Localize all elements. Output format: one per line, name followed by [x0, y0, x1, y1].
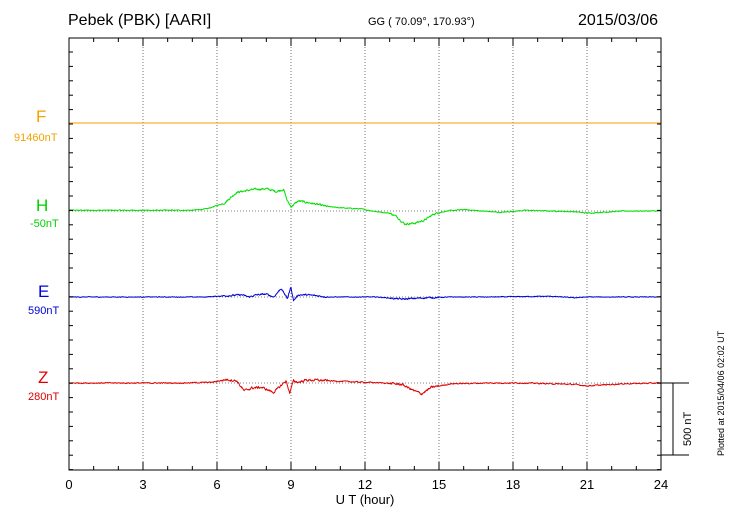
channel-baseline-z: 280nT: [28, 391, 60, 403]
x-tick-label: 15: [432, 477, 446, 492]
trace-h: [68, 187, 662, 226]
x-tick-label: 0: [65, 477, 72, 492]
x-tick-label: 9: [287, 477, 294, 492]
station-coordinates: GG ( 70.09°, 170.93°): [368, 16, 475, 28]
channel-baseline-e: 590nT: [28, 305, 60, 317]
channel-label-h: H: [36, 196, 49, 215]
channel-baseline-h: -50nT: [30, 218, 59, 230]
channel-label-z: Z: [38, 368, 49, 387]
trace-e: [68, 286, 662, 302]
trace-z: [68, 378, 662, 396]
channel-baseline-f: 91460nT: [14, 132, 58, 144]
x-tick-label: 21: [580, 477, 594, 492]
plot-date: 2015/03/06: [578, 12, 659, 29]
x-tick-label: 18: [506, 477, 520, 492]
channel-label-e: E: [38, 282, 50, 301]
x-tick-label: 12: [358, 477, 372, 492]
x-tick-label: 3: [139, 477, 146, 492]
x-tick-label: 6: [213, 477, 220, 492]
x-tick-label: 24: [654, 477, 668, 492]
x-axis-label: U T (hour): [336, 492, 395, 507]
channel-label-f: F: [36, 107, 47, 126]
station-name: Pebek (PBK) [AARI]: [68, 12, 212, 29]
